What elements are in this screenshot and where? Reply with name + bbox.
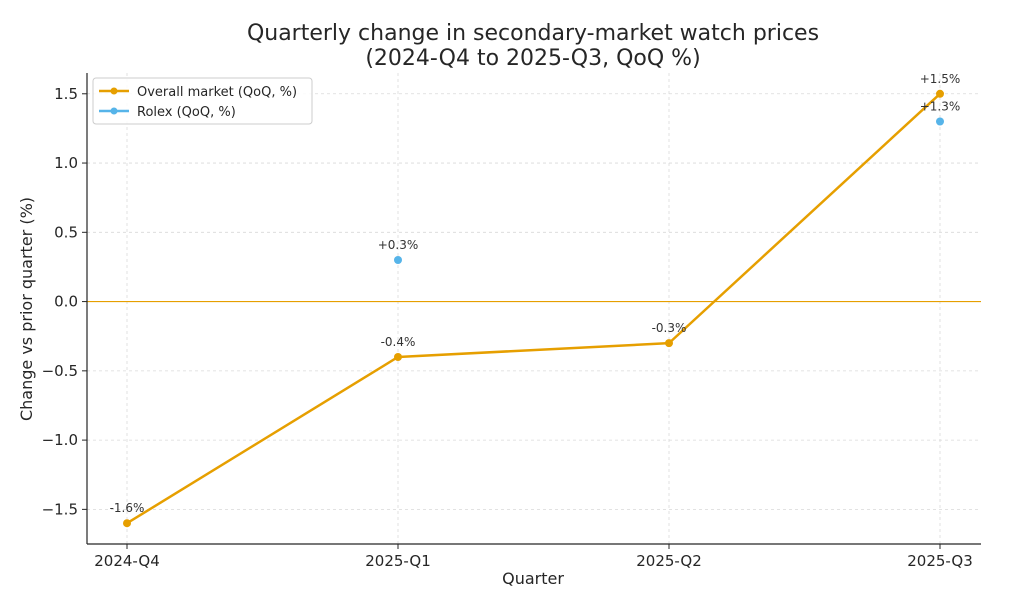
data-label: -0.4%	[381, 335, 416, 349]
y-tick-label: 1.0	[54, 154, 78, 172]
data-label: +1.5%	[920, 72, 961, 86]
y-tick-label: 0.0	[54, 293, 78, 311]
grid	[87, 73, 981, 544]
axes: −1.5 −1.0 −0.5 0.0 0.5 1.0 1.5 2024-Q4 2025-Q1 20…	[42, 73, 981, 570]
series	[123, 89, 944, 528]
legend-label-rolex: Rolex (QoQ, %)	[137, 105, 236, 120]
data-label: +0.3%	[378, 238, 419, 252]
chart-title-line-1: Quarterly change in secondary-market wat…	[247, 21, 819, 46]
y-tick-label: 0.5	[54, 223, 78, 241]
y-tick-label: −1.5	[42, 500, 78, 518]
y-tick-label: 1.5	[54, 85, 78, 103]
y-tick-label: −1.0	[42, 431, 78, 449]
data-label: -0.3%	[652, 321, 687, 335]
series-line-0	[126, 92, 941, 525]
legend-box	[92, 77, 313, 125]
series-0-point-0	[123, 519, 131, 528]
legend-swatch-rolex-marker	[110, 107, 118, 115]
data-label: -1.6%	[110, 501, 145, 515]
series-1-point-3	[936, 117, 944, 126]
y-tick-label: −0.5	[42, 362, 78, 380]
legend-swatch-overall-marker	[110, 87, 118, 95]
series-0-point-3	[936, 89, 944, 98]
chart-title-line-2: (2024-Q4 to 2025-Q3, QoQ %)	[365, 46, 700, 71]
x-axis-label: Quarter	[502, 569, 564, 588]
x-tick-label: 2025-Q3	[907, 552, 973, 570]
series-0-point-1	[394, 352, 402, 361]
x-tick-label: 2025-Q2	[636, 552, 702, 570]
series-0-point-2	[665, 339, 673, 348]
legend: Overall market (QoQ, %) Rolex (QoQ, %)	[92, 77, 313, 125]
data-labels: -1.6% -0.4% -0.3% +1.5% +0.3% +1.3%	[110, 72, 961, 515]
x-tick-label: 2025-Q1	[365, 552, 431, 570]
legend-label-overall: Overall market (QoQ, %)	[137, 85, 297, 100]
x-tick-label: 2024-Q4	[94, 552, 160, 570]
y-axis-label: Change vs prior quarter (%)	[17, 197, 36, 421]
series-1-point-1	[394, 256, 402, 265]
data-label: +1.3%	[920, 99, 961, 113]
